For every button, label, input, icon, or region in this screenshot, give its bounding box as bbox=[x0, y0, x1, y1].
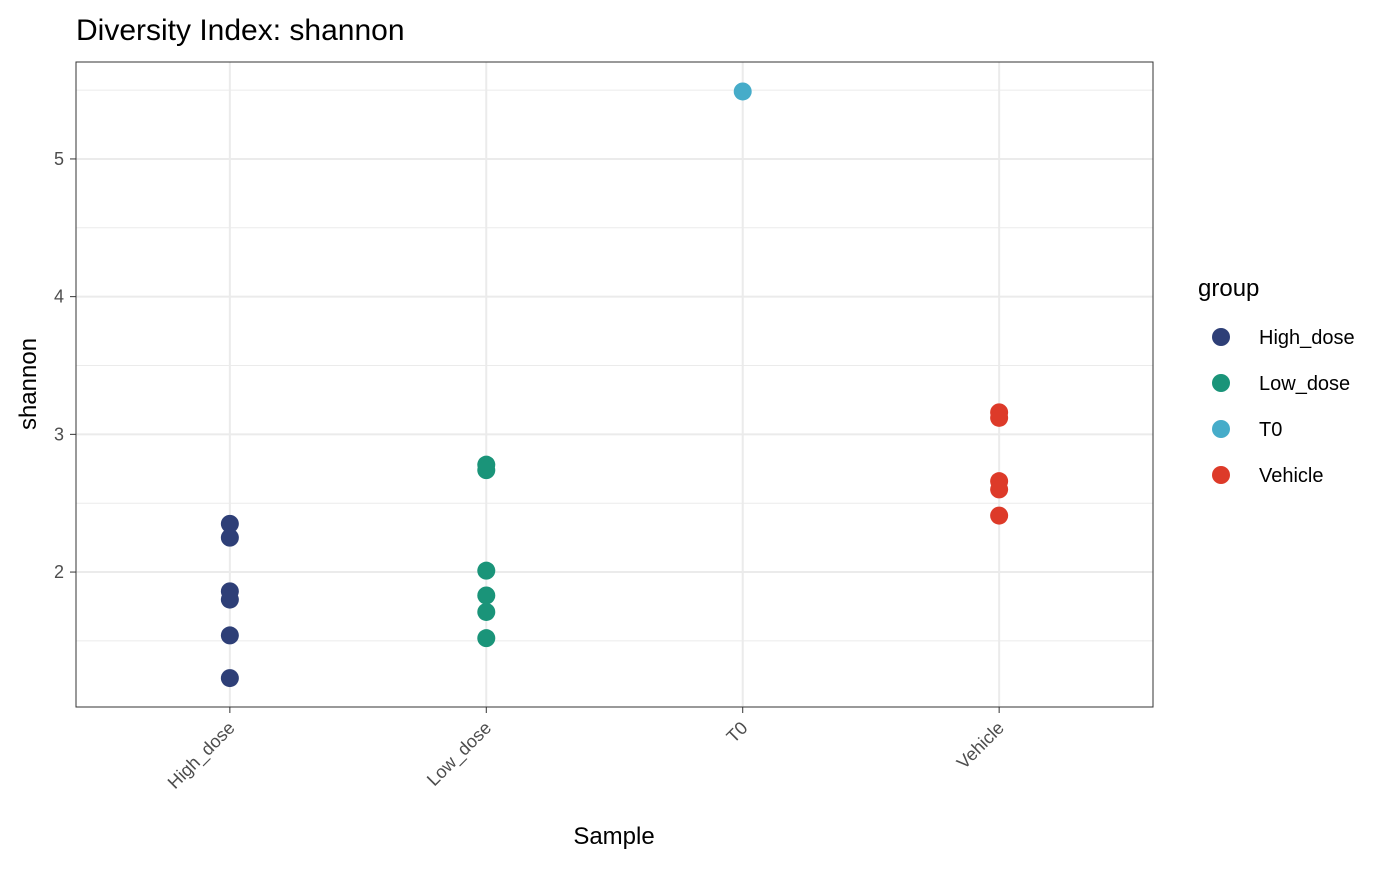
y-tick-label: 5 bbox=[54, 149, 64, 169]
legend-label: Low_dose bbox=[1259, 373, 1350, 395]
legend-label: Vehicle bbox=[1259, 465, 1324, 487]
legend-label: High_dose bbox=[1259, 327, 1355, 349]
legend-title: group bbox=[1198, 275, 1259, 302]
legend-swatch bbox=[1212, 328, 1230, 346]
legend-swatch bbox=[1212, 420, 1230, 438]
legend-label: T0 bbox=[1259, 419, 1282, 441]
point bbox=[220, 626, 239, 645]
plot-border bbox=[75, 61, 1154, 708]
point bbox=[477, 602, 496, 621]
point bbox=[220, 514, 239, 533]
point bbox=[477, 461, 496, 480]
legend-swatch bbox=[1212, 466, 1230, 484]
point bbox=[220, 590, 239, 609]
point bbox=[477, 561, 496, 580]
point bbox=[990, 506, 1009, 525]
point bbox=[220, 528, 239, 547]
legend-swatch bbox=[1212, 374, 1230, 392]
y-tick-label: 3 bbox=[54, 424, 64, 444]
y-tick-label: 4 bbox=[54, 287, 64, 307]
point bbox=[477, 586, 496, 605]
point bbox=[220, 669, 239, 688]
point bbox=[477, 629, 496, 648]
chart-title: Diversity Index: shannon bbox=[76, 14, 405, 47]
y-tick-label: 2 bbox=[54, 562, 64, 582]
point bbox=[733, 82, 752, 101]
x-axis-title: Sample bbox=[573, 823, 654, 850]
point bbox=[990, 408, 1009, 427]
y-axis-title: shannon bbox=[15, 338, 42, 430]
point bbox=[990, 480, 1009, 499]
